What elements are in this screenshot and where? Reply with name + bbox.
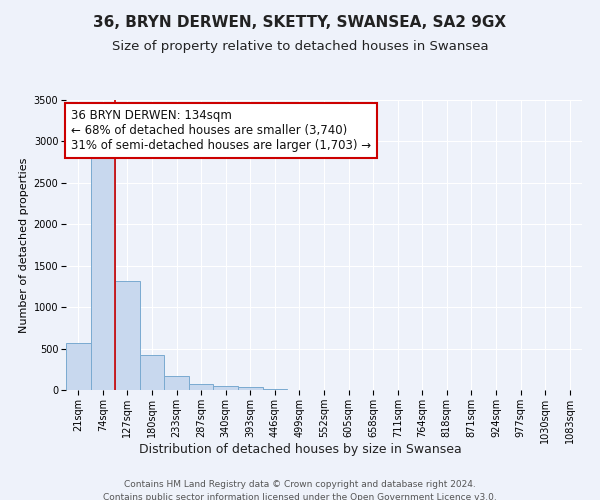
- Bar: [189, 384, 214, 390]
- Text: Size of property relative to detached houses in Swansea: Size of property relative to detached ho…: [112, 40, 488, 53]
- Bar: [263, 389, 287, 390]
- Bar: [91, 150, 115, 390]
- Text: 36 BRYN DERWEN: 134sqm
← 68% of detached houses are smaller (3,740)
31% of semi-: 36 BRYN DERWEN: 134sqm ← 68% of detached…: [71, 108, 371, 152]
- Bar: [238, 386, 263, 390]
- Bar: [214, 386, 238, 390]
- Text: Contains HM Land Registry data © Crown copyright and database right 2024.: Contains HM Land Registry data © Crown c…: [124, 480, 476, 489]
- Text: Distribution of detached houses by size in Swansea: Distribution of detached houses by size …: [139, 442, 461, 456]
- Y-axis label: Number of detached properties: Number of detached properties: [19, 158, 29, 332]
- Bar: [115, 280, 140, 390]
- Bar: [164, 376, 189, 390]
- Bar: [66, 343, 91, 390]
- Bar: [140, 355, 164, 390]
- Text: Contains public sector information licensed under the Open Government Licence v3: Contains public sector information licen…: [103, 492, 497, 500]
- Text: 36, BRYN DERWEN, SKETTY, SWANSEA, SA2 9GX: 36, BRYN DERWEN, SKETTY, SWANSEA, SA2 9G…: [94, 15, 506, 30]
